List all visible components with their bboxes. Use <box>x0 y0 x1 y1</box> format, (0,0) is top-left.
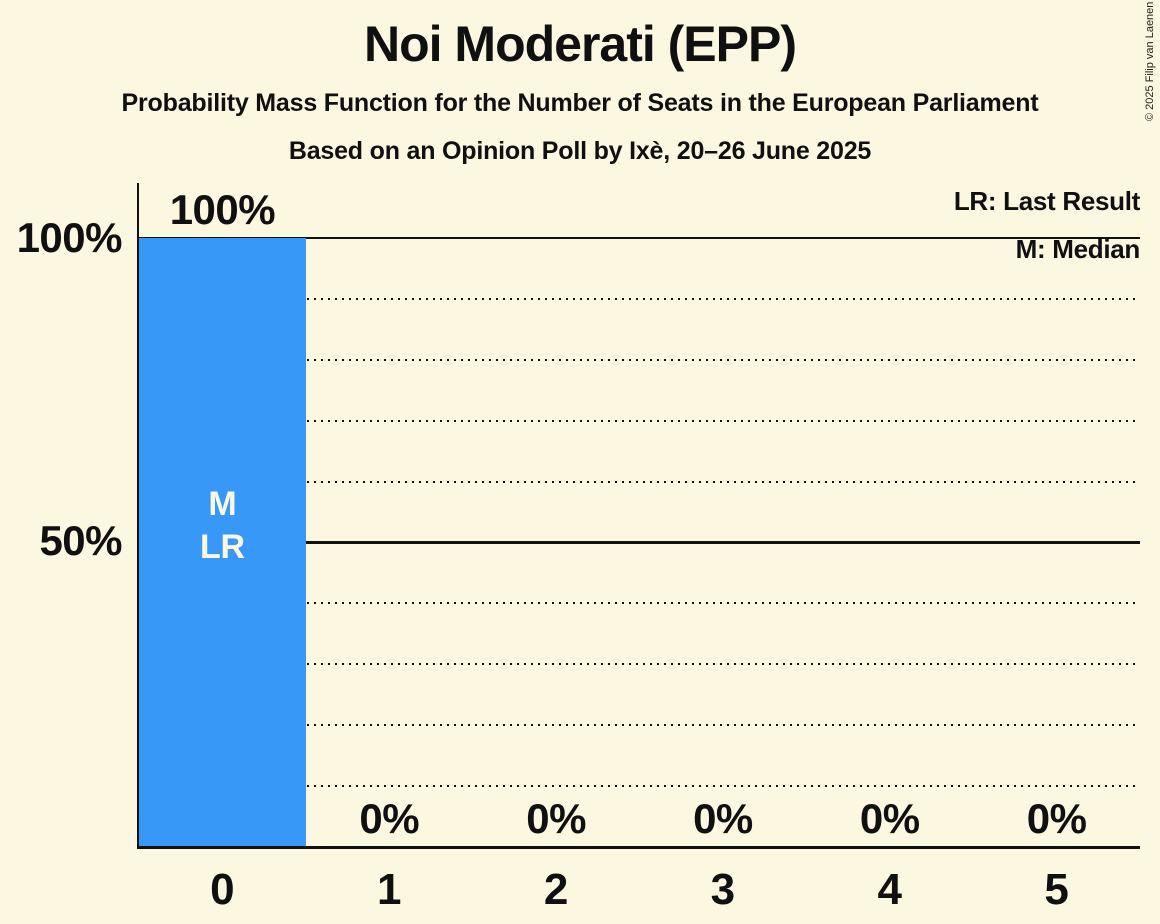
major-gridline-50pct <box>139 541 1140 544</box>
y-axis-label-100: 100% <box>16 214 123 261</box>
bar-value-label-2: 0% <box>526 795 586 842</box>
bar-annotation-line-m: M <box>208 485 237 523</box>
x-tick-label-4: 4 <box>877 865 902 914</box>
legend-median: M: Median <box>1015 234 1141 264</box>
gridline-80pct <box>139 358 1140 361</box>
bar-value-label-5: 0% <box>1026 795 1087 842</box>
gridline-30pct <box>139 663 1140 666</box>
chart-subtitle: Probability Mass Function for the Number… <box>121 89 1039 117</box>
gridline-10pct <box>139 785 1140 788</box>
y-axis-line <box>136 183 139 849</box>
gridline-70pct <box>139 419 1140 422</box>
gridline-20pct <box>139 724 1140 727</box>
x-tick-label-2: 2 <box>543 865 569 914</box>
bar-value-label-1: 0% <box>359 795 420 842</box>
major-gridline-100pct <box>139 236 1140 240</box>
copyright-notice: © 2025 Filip van Laenen <box>1144 1 1156 121</box>
legend-last-result: LR: Last Result <box>953 186 1140 216</box>
x-axis-line <box>136 846 1140 849</box>
chart-title: Noi Moderati (EPP) <box>363 16 797 72</box>
bar-annotation-0: M LR <box>139 483 306 569</box>
chart-poll-info: Based on an Opinion Poll by Ixè, 20–26 J… <box>288 137 872 165</box>
plot-area: 100% 0 0% 1 0% 2 0% 3 0% 4 0% 5 M LR <box>136 183 1140 913</box>
gridline-60pct <box>139 480 1140 483</box>
y-axis-label-50: 50% <box>39 517 122 564</box>
bar-value-label-4: 0% <box>859 795 920 842</box>
bar-value-label-3: 0% <box>693 795 753 842</box>
gridline-40pct <box>139 602 1140 605</box>
x-tick-label-0: 0 <box>210 865 235 914</box>
x-tick-label-1: 1 <box>377 865 402 914</box>
bar-annotation-line-lr: LR <box>200 528 245 566</box>
bar-value-label-0: 100% <box>169 186 276 233</box>
x-tick-label-5: 5 <box>1044 865 1069 914</box>
x-tick-label-3: 3 <box>710 865 736 914</box>
gridline-90pct <box>139 297 1140 300</box>
bar-seats-0 <box>139 238 306 847</box>
